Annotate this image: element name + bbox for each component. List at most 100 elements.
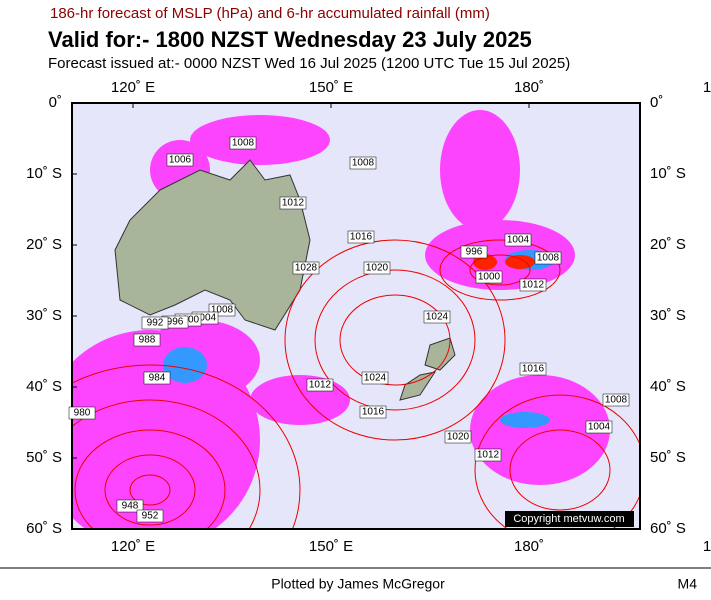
isobar-label: 1012 [306, 378, 334, 392]
valid-time: Valid for:- 1800 NZST Wednesday 23 July … [48, 27, 532, 52]
isobar-label-box [519, 278, 547, 292]
isobar-label-text: 988 [139, 335, 156, 346]
isobar-label-box [361, 371, 389, 385]
isobar-label-box [116, 499, 144, 513]
isobar-label-box [504, 233, 532, 247]
isobar-label-box [460, 245, 488, 259]
isobar-label: 948 [116, 499, 144, 513]
isobar-label: 996 [460, 245, 488, 259]
map: Copyright metvuw.com [72, 103, 640, 529]
lat-label-right: 0˚ [650, 94, 663, 111]
isobar-label-box [534, 251, 562, 265]
lat-label-left: 10˚ S [26, 165, 62, 182]
isobar-label: 1016 [519, 362, 547, 376]
lon-label-top: 150˚ E [309, 79, 353, 96]
isobar-label-text: 1012 [522, 280, 545, 291]
lat-label-left: 40˚ S [26, 378, 62, 395]
lon-label-bottom: 120˚ E [111, 538, 155, 555]
isobar-label: 952 [136, 509, 164, 523]
isobar-label-text: 1008 [352, 158, 375, 169]
isobar-label: 1024 [361, 371, 389, 385]
isobar-label-box [347, 230, 375, 244]
isobar-label-text: 952 [142, 511, 159, 522]
lat-label-left: 20˚ S [26, 236, 62, 253]
isobar-label: 1000 [475, 270, 503, 284]
isobar-label-box [68, 406, 96, 420]
isobar-label-text: 996 [466, 247, 483, 258]
isobar-label-box [602, 393, 630, 407]
isobar-label-text: 1004 [507, 235, 530, 246]
isobar-label: 1006 [166, 153, 194, 167]
isobar-label-text: 1012 [282, 198, 305, 209]
isobar-label-text: 1006 [169, 155, 192, 166]
lat-label-right: 30˚ S [650, 307, 686, 324]
lat-label-left: 30˚ S [26, 307, 62, 324]
isobar-label-text: 1024 [364, 373, 387, 384]
isobar-label: 1004 [585, 420, 613, 434]
isobar-label-box [229, 136, 257, 150]
isobar-label: 1016 [347, 230, 375, 244]
isobar-label-text: 1000 [478, 272, 501, 283]
map-code: M4 [678, 576, 698, 592]
isobar-label-box [279, 196, 307, 210]
isobar-label: 984 [143, 371, 171, 385]
isobar-label-box [363, 261, 391, 275]
lon-label-top: 180˚ [514, 79, 544, 96]
isobar-label: 1004 [504, 233, 532, 247]
isobar-label: 1016 [359, 405, 387, 419]
lon-label-bottom: 150˚ W [703, 538, 711, 555]
isobar-label-box [292, 261, 320, 275]
isobar-label-text: 1012 [477, 450, 500, 461]
credit: Plotted by James McGregor [271, 576, 445, 592]
lon-label-bottom: 180˚ [514, 538, 544, 555]
lat-label-right: 40˚ S [650, 378, 686, 395]
isobar-label-text: 996 [167, 317, 184, 328]
isobar-label-box [166, 153, 194, 167]
isobar-label-box [359, 405, 387, 419]
isobar-label-box [136, 509, 164, 523]
isobar-label-text: 1004 [588, 422, 611, 433]
isobar-label-text: 1020 [447, 432, 470, 443]
isobar-label-box [133, 333, 161, 347]
isobar-label: 1020 [444, 430, 472, 444]
isobar-label: 1008 [534, 251, 562, 265]
lat-label-right: 60˚ S [650, 520, 686, 537]
isobar-label-box [423, 310, 451, 324]
isobar-label-box [475, 270, 503, 284]
isobar-label-box [143, 371, 171, 385]
isobar-label-text: 1024 [426, 312, 449, 323]
isobar-label-box [585, 420, 613, 434]
isobar-label-text: 1008 [605, 395, 628, 406]
isobar-label: 988 [133, 333, 161, 347]
isobar-label-box [306, 378, 334, 392]
lat-label-right: 50˚ S [650, 449, 686, 466]
lat-label-left: 50˚ S [26, 449, 62, 466]
isobar-label: 1008 [349, 156, 377, 170]
issued-time: Forecast issued at:- 0000 NZST Wed 16 Ju… [48, 55, 570, 72]
isobar-label-text: 1016 [362, 407, 385, 418]
isobar-label-box [474, 448, 502, 462]
lat-label-left: 60˚ S [26, 520, 62, 537]
lat-label-right: 10˚ S [650, 165, 686, 182]
isobar-label-text: 1016 [522, 364, 545, 375]
isobar-label-text: 1008 [232, 138, 255, 149]
isobar-label-text: 1004 [194, 313, 217, 324]
isobar-label-text: 1028 [295, 263, 318, 274]
isobar-label-box [141, 316, 169, 330]
isobar-label-text: 1008 [537, 253, 560, 264]
isobar-label-box [444, 430, 472, 444]
isobar-label-text: 1016 [350, 232, 373, 243]
isobar-label: 980 [68, 406, 96, 420]
isobar-label-box [349, 156, 377, 170]
isobar-label-text: 1020 [366, 263, 389, 274]
isobar-label-text: 1008 [211, 305, 234, 316]
isobar-label: 1012 [279, 196, 307, 210]
isobar-label: 992 [141, 316, 169, 330]
lon-label-top: 120˚ E [111, 79, 155, 96]
isobar-label-text: 948 [122, 501, 139, 512]
isobar-label: 1012 [474, 448, 502, 462]
copyright: Copyright metvuw.com [513, 513, 624, 525]
isobar-label-text: 980 [74, 408, 91, 419]
isobar-label-text: 984 [149, 373, 166, 384]
